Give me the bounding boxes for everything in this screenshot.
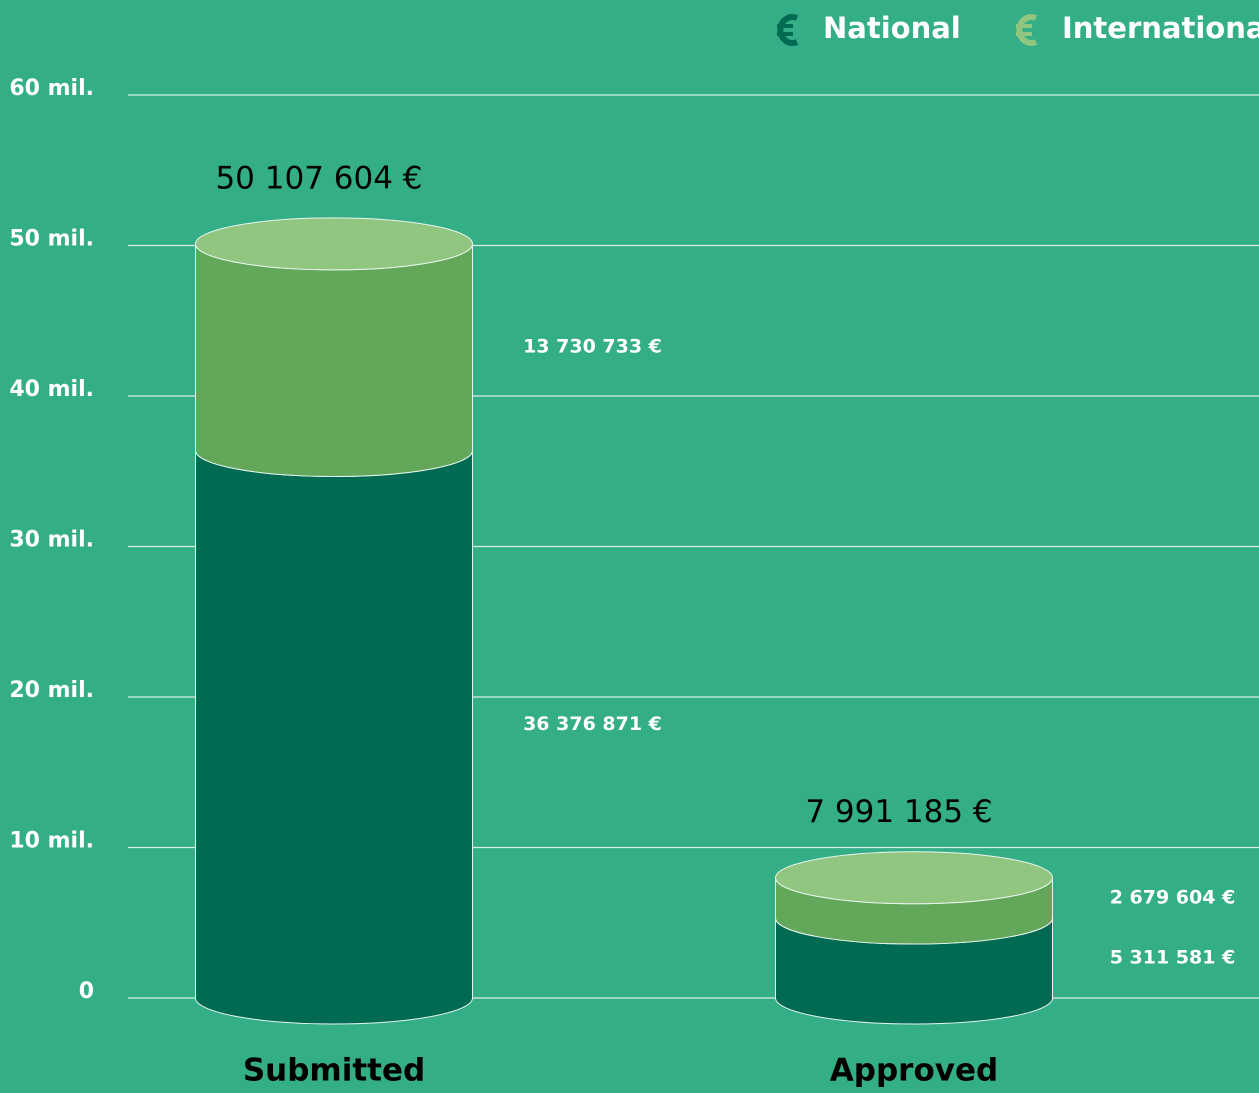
chart: 0 10 mil. 20 mil. 30 mil. 40 mil. 50 mil. 60 m… [0, 0, 1259, 1093]
bar-top [776, 852, 1053, 904]
total-label: 7 991 185 € [805, 794, 992, 830]
y-tick-label: 0 [79, 979, 94, 1004]
total-label: 50 107 604 € [215, 160, 422, 196]
bar-segment [196, 244, 473, 477]
bar-top [196, 218, 473, 270]
bar-segment [196, 451, 473, 1024]
y-tick-label: 50 mil. [9, 227, 94, 252]
value-label: 5 311 581 € [1110, 947, 1236, 969]
y-tick-label: 20 mil. [9, 678, 94, 703]
y-tick-label: 30 mil. [9, 528, 94, 553]
y-tick-label: 10 mil. [9, 829, 94, 854]
y-tick-label: 40 mil. [9, 377, 94, 402]
x-tick-label: Submitted [243, 1053, 425, 1089]
legend-label: International [1062, 11, 1259, 45]
value-label: 2 679 604 € [1110, 886, 1236, 908]
x-tick-label: Approved [830, 1053, 998, 1089]
legend-label: National [823, 11, 961, 45]
value-label: 13 730 733 € [523, 336, 662, 358]
y-tick-label: 60 mil. [9, 76, 94, 101]
value-label: 36 376 871 € [523, 713, 662, 735]
